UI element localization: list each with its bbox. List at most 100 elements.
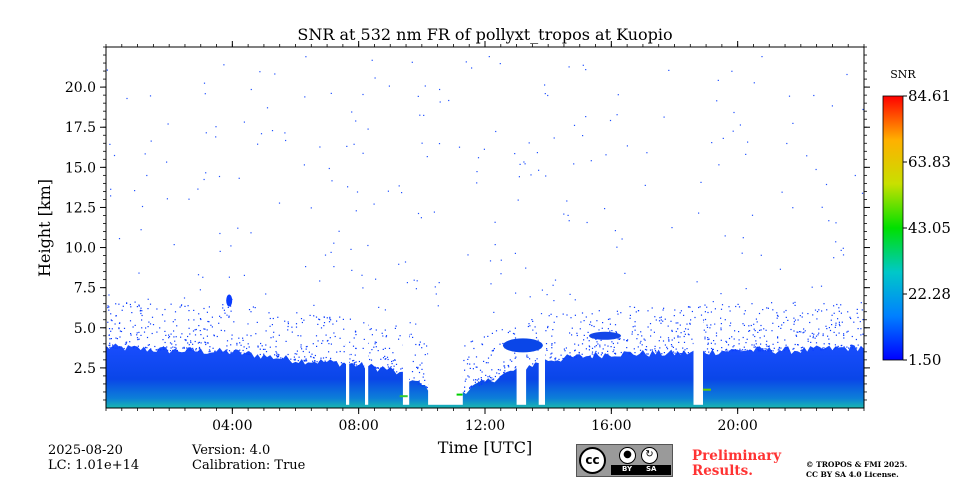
noise-speckle-point bbox=[523, 161, 525, 163]
signal-speckle-point bbox=[721, 304, 724, 306]
signal-speckle-point bbox=[423, 373, 425, 375]
signal-speckle-point bbox=[385, 335, 388, 337]
signal-speckle-point bbox=[115, 337, 117, 339]
signal-speckle-point bbox=[317, 323, 319, 325]
signal-speckle-point bbox=[353, 359, 355, 362]
signal-speckle-point bbox=[759, 337, 761, 339]
signal-speckle-point bbox=[833, 305, 835, 307]
noise-speckle-point bbox=[362, 152, 364, 154]
signal-speckle-point bbox=[833, 348, 835, 350]
signal-speckle-point bbox=[391, 360, 393, 363]
noise-speckle-point bbox=[745, 153, 747, 155]
signal-speckle-point bbox=[470, 341, 472, 343]
signal-speckle-point bbox=[342, 318, 344, 320]
signal-speckle-point bbox=[296, 312, 298, 314]
elevated-aerosol-layer bbox=[589, 331, 621, 340]
signal-speckle-point bbox=[109, 344, 111, 346]
signal-speckle-point bbox=[426, 345, 428, 347]
signal-speckle-point bbox=[668, 339, 670, 341]
signal-speckle-point bbox=[209, 346, 211, 348]
signal-speckle-point bbox=[764, 348, 766, 350]
signal-speckle-point bbox=[334, 361, 336, 364]
signal-speckle-point bbox=[278, 354, 280, 356]
noise-speckle-point bbox=[640, 340, 642, 342]
signal-speckle-point bbox=[500, 375, 502, 377]
signal-speckle-point bbox=[304, 356, 306, 358]
noise-speckle-point bbox=[741, 252, 743, 254]
noise-speckle-point bbox=[439, 88, 441, 91]
signal-speckle-point bbox=[831, 314, 833, 316]
signal-speckle-point bbox=[463, 359, 465, 362]
signal-speckle-point bbox=[377, 350, 379, 352]
signal-speckle-point bbox=[198, 348, 200, 350]
signal-speckle-point bbox=[601, 327, 603, 329]
signal-speckle-point bbox=[183, 347, 185, 349]
noise-speckle-point bbox=[724, 235, 726, 237]
signal-speckle-point bbox=[619, 337, 621, 339]
signal-speckle-point bbox=[136, 332, 138, 334]
signal-speckle-point bbox=[682, 350, 685, 353]
signal-speckle-point bbox=[856, 308, 858, 310]
signal-speckle-point bbox=[230, 344, 232, 346]
signal-speckle-point bbox=[206, 335, 208, 337]
footer-calibration: Calibration: True bbox=[192, 458, 306, 473]
signal-speckle-point bbox=[250, 311, 252, 313]
aerosol-features bbox=[226, 294, 711, 398]
signal-speckle-point bbox=[812, 335, 814, 337]
signal-speckle-point bbox=[388, 369, 390, 371]
signal-speckle-point bbox=[760, 343, 762, 345]
noise-speckle-point bbox=[840, 249, 842, 251]
signal-speckle-point bbox=[476, 366, 478, 368]
noise-speckle-point bbox=[415, 323, 417, 325]
noise-speckle-point bbox=[705, 331, 707, 333]
signal-speckle-point bbox=[110, 319, 112, 321]
signal-speckle-point bbox=[801, 349, 803, 351]
signal-speckle-point bbox=[622, 353, 624, 355]
signal-speckle-point bbox=[303, 319, 305, 321]
signal-speckle-point bbox=[644, 348, 647, 351]
signal-speckle-point bbox=[369, 366, 371, 368]
signal-speckle-point bbox=[203, 307, 205, 310]
signal-speckle-point bbox=[473, 379, 475, 381]
signal-speckle-point bbox=[706, 348, 709, 350]
signal-speckle-point bbox=[272, 317, 274, 320]
noise-speckle-point bbox=[514, 153, 516, 155]
signal-speckle-point bbox=[793, 323, 795, 325]
noise-speckle-point bbox=[141, 205, 144, 208]
signal-speckle-point bbox=[802, 332, 804, 334]
signal-speckle-point bbox=[754, 330, 756, 332]
signal-speckle-point bbox=[792, 302, 794, 304]
signal-speckle-point bbox=[655, 319, 657, 321]
signal-speckle-point bbox=[186, 347, 188, 349]
signal-speckle-point bbox=[189, 347, 191, 349]
noise-speckle-point bbox=[524, 163, 526, 165]
signal-speckle-point bbox=[588, 340, 590, 342]
noise-speckle-point bbox=[814, 309, 817, 311]
signal-speckle-point bbox=[114, 323, 116, 325]
signal-speckle-point bbox=[231, 338, 233, 340]
signal-speckle-point bbox=[192, 349, 194, 351]
signal-speckle-point bbox=[797, 344, 799, 346]
signal-speckle-point bbox=[763, 335, 765, 337]
signal-speckle-point bbox=[247, 343, 249, 345]
signal-speckle-point bbox=[170, 347, 172, 349]
signal-speckle-point bbox=[205, 343, 207, 346]
signal-speckle-point bbox=[286, 357, 288, 359]
signal-speckle-point bbox=[862, 333, 864, 335]
signal-speckle-point bbox=[529, 325, 531, 327]
signal-speckle-point bbox=[343, 362, 345, 364]
signal-speckle-point bbox=[810, 341, 812, 343]
noise-speckle-point bbox=[433, 211, 435, 213]
noise-speckle-point bbox=[792, 207, 794, 209]
signal-speckle-point bbox=[228, 315, 230, 317]
signal-speckle-point bbox=[375, 341, 377, 344]
signal-speckle-point bbox=[855, 338, 857, 341]
noise-speckle-point bbox=[846, 73, 848, 76]
signal-speckle-point bbox=[702, 319, 705, 321]
noise-speckle-point bbox=[788, 95, 791, 97]
signal-speckle-point bbox=[830, 319, 832, 321]
noise-speckle-point bbox=[663, 116, 665, 118]
noise-speckle-point bbox=[134, 190, 136, 192]
signal-speckle-point bbox=[692, 342, 694, 345]
layer-edge-speckle bbox=[106, 301, 864, 395]
